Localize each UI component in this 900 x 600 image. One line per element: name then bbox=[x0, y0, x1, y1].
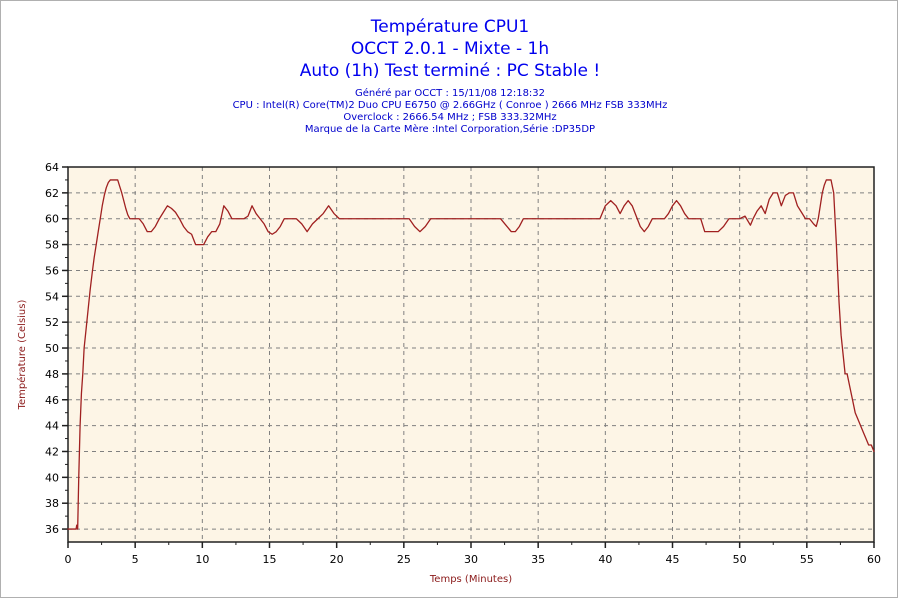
y-tick-label: 60 bbox=[45, 213, 59, 226]
x-tick-label: 5 bbox=[132, 553, 139, 566]
x-tick-label: 50 bbox=[733, 553, 747, 566]
y-tick-label: 46 bbox=[45, 394, 59, 407]
x-tick-label: 20 bbox=[330, 553, 344, 566]
y-tick-label: 58 bbox=[45, 239, 59, 252]
gridlines bbox=[68, 167, 874, 542]
y-tick-label: 54 bbox=[45, 290, 59, 303]
x-tick-label: 15 bbox=[263, 553, 277, 566]
y-tick-label: 48 bbox=[45, 368, 59, 381]
info-overclock: Overclock : 2666.54 MHz ; FSB 333.32MHz bbox=[343, 112, 557, 123]
x-tick-label: 40 bbox=[598, 553, 612, 566]
info-block: Généré par OCCT : 15/11/08 12:18:32 CPU … bbox=[1, 88, 899, 136]
chart-area: 36 38 40 42 44 46 48 50 52 54 56 58 60 62 64 0 5 10 15 20 25… bbox=[1, 156, 899, 596]
x-tick-label: 25 bbox=[397, 553, 411, 566]
x-tick-label: 45 bbox=[666, 553, 680, 566]
y-tick-label: 36 bbox=[45, 523, 59, 536]
x-tick-label: 55 bbox=[800, 553, 814, 566]
y-tick-label: 40 bbox=[45, 471, 59, 484]
x-tick-label: 10 bbox=[195, 553, 209, 566]
page-title: Température CPU1 bbox=[370, 17, 530, 37]
y-axis: 36 38 40 42 44 46 48 50 52 54 56 58 60 62 64 bbox=[45, 161, 68, 536]
y-tick-label: 38 bbox=[45, 497, 59, 510]
y-tick-label: 44 bbox=[45, 420, 59, 433]
subtitle-result: Auto (1h) Test terminé : PC Stable ! bbox=[299, 61, 601, 81]
info-cpu: CPU : Intel(R) Core(TM)2 Duo CPU E6750 @… bbox=[232, 100, 668, 111]
y-tick-label: 52 bbox=[45, 316, 59, 329]
x-tick-label: 60 bbox=[867, 553, 881, 566]
y-tick-label: 56 bbox=[45, 264, 59, 277]
subtitle-version: OCCT 2.0.1 - Mixte - 1h bbox=[350, 39, 550, 59]
y-tick-label: 42 bbox=[45, 445, 59, 458]
x-tick-label: 35 bbox=[531, 553, 545, 566]
x-axis-title: Temps (Minutes) bbox=[429, 574, 512, 585]
x-axis: 0 5 10 15 20 25 30 35 40 45 50 55 60 bbox=[65, 542, 881, 566]
y-tick-label: 64 bbox=[45, 161, 59, 174]
y-tick-label: 62 bbox=[45, 187, 59, 200]
data-line-cpu1 bbox=[67, 179, 875, 530]
y-axis-title: Température (Celsius) bbox=[16, 300, 28, 411]
x-tick-label: 0 bbox=[65, 553, 72, 566]
x-tick-label: 30 bbox=[464, 553, 478, 566]
y-tick-label: 50 bbox=[45, 342, 59, 355]
info-motherboard: Marque de la Carte Mère :Intel Corporati… bbox=[304, 124, 596, 135]
chart-header: Température CPU1 OCCT 2.0.1 - Mixte - 1h… bbox=[1, 1, 899, 136]
temperature-line-chart: 36 38 40 42 44 46 48 50 52 54 56 58 60 62 64 0 5 10 15 20 25… bbox=[16, 161, 881, 585]
info-generated: Généré par OCCT : 15/11/08 12:18:32 bbox=[354, 88, 546, 99]
